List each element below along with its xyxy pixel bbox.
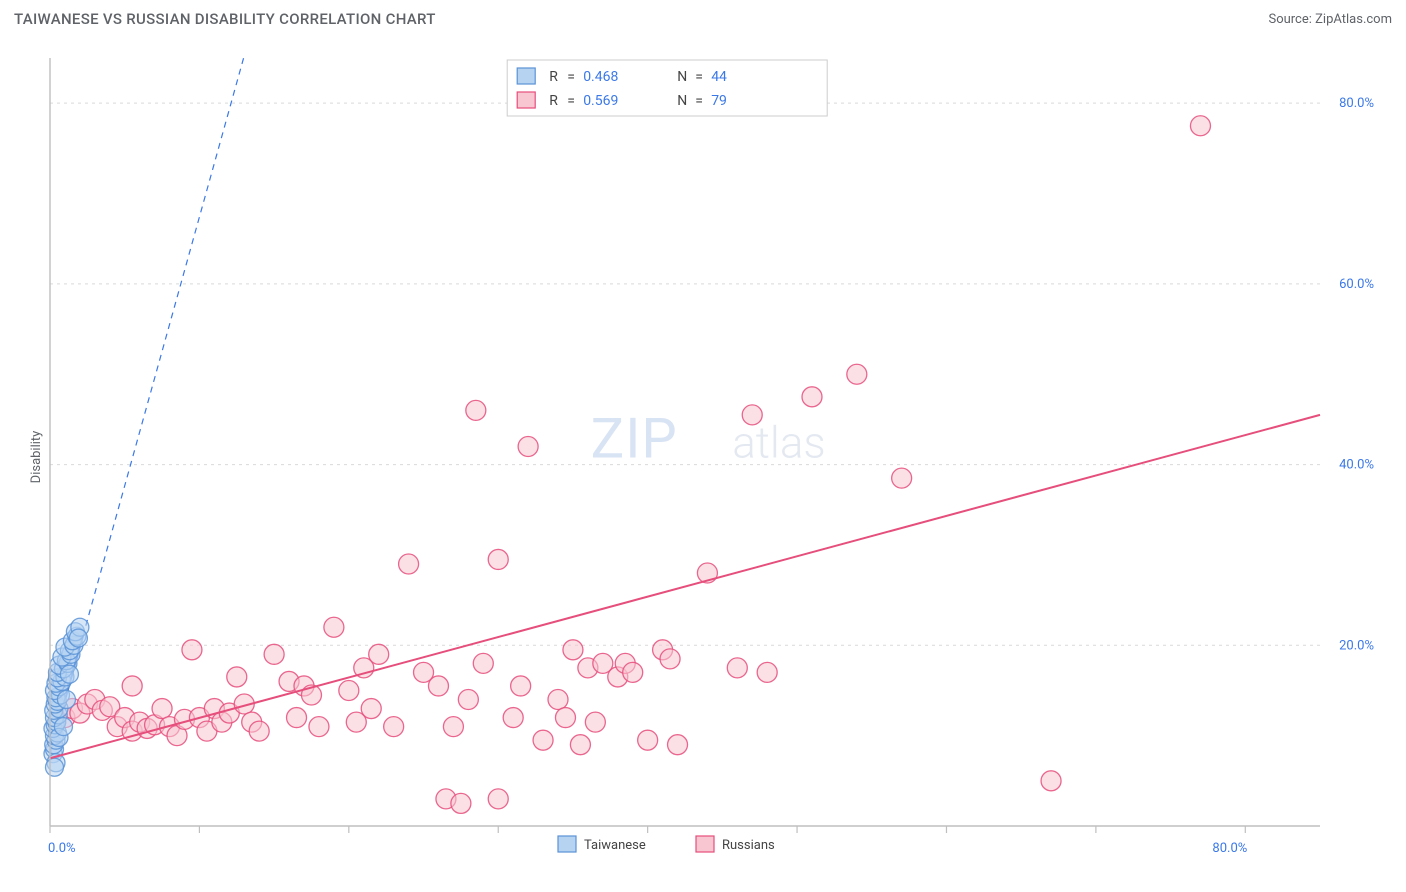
svg-text:60.0%: 60.0%	[1339, 277, 1374, 292]
svg-text:=: =	[567, 69, 575, 85]
svg-text:0.468: 0.468	[583, 69, 618, 85]
chart-title: TAIWANESE VS RUSSIAN DISABILITY CORRELAT…	[14, 10, 436, 28]
svg-text:Taiwanese: Taiwanese	[584, 838, 646, 853]
svg-text:=: =	[567, 93, 575, 109]
svg-text:N: N	[677, 93, 687, 109]
y-axis-label: Disability	[29, 431, 44, 484]
svg-text:44: 44	[711, 69, 727, 85]
svg-text:R: R	[549, 93, 558, 109]
svg-text:=: =	[695, 69, 703, 85]
svg-text:80.0%: 80.0%	[1339, 96, 1374, 111]
chart-area: Disability ZIP atlas 0.0% 80.0% 20.0% 40.0% 60…	[14, 40, 1392, 874]
svg-text:N: N	[677, 69, 687, 85]
svg-text:=: =	[695, 93, 703, 109]
svg-text:0.569: 0.569	[583, 93, 618, 109]
chart-source: Source: ZipAtlas.com	[1268, 12, 1392, 27]
svg-text:atlas: atlas	[732, 416, 826, 468]
chart-header: TAIWANESE VS RUSSIAN DISABILITY CORRELAT…	[0, 0, 1406, 34]
svg-text:Russians: Russians	[722, 838, 775, 853]
svg-text:ZIP: ZIP	[591, 405, 678, 471]
scatter-chart-svg: ZIP atlas 0.0% 80.0% 20.0% 40.0% 60.0% 80.0% R = 0…	[14, 40, 1392, 874]
svg-text:40.0%: 40.0%	[1339, 458, 1374, 473]
svg-text:R: R	[549, 69, 558, 85]
svg-text:80.0%: 80.0%	[1212, 841, 1247, 856]
svg-text:0.0%: 0.0%	[48, 841, 76, 856]
svg-text:79: 79	[711, 93, 727, 109]
svg-text:20.0%: 20.0%	[1339, 638, 1374, 653]
